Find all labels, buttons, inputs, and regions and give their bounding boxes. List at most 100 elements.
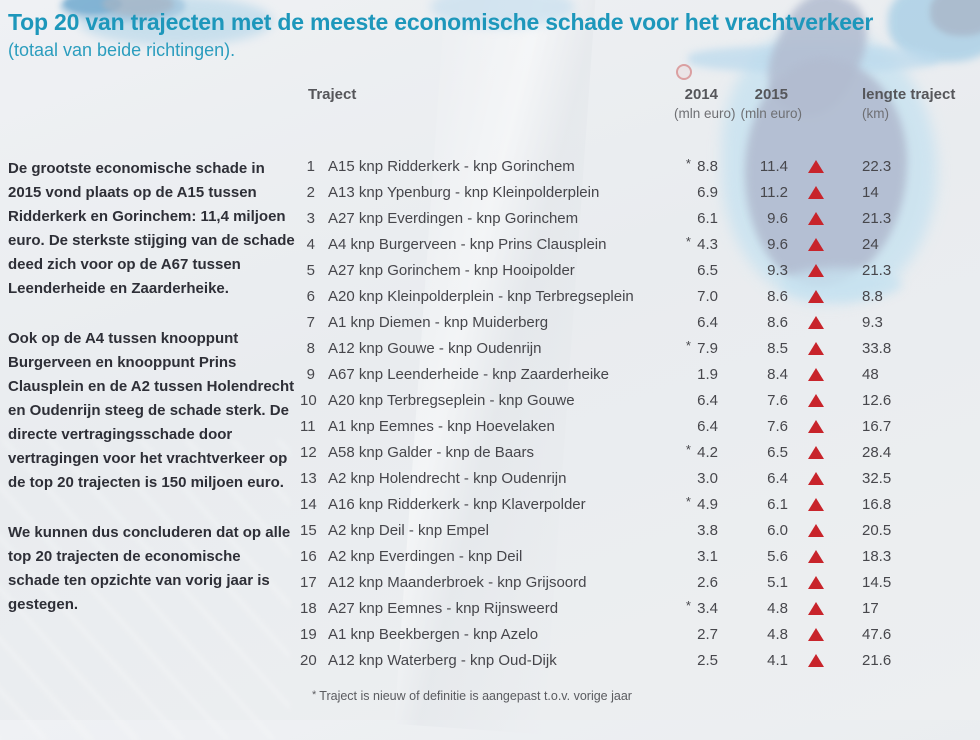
new-route-asterisk: *: [685, 441, 691, 457]
row-length: 14: [862, 183, 879, 201]
row-2015-value: 8.5: [767, 339, 788, 357]
row-2015-value: 8.4: [767, 365, 788, 383]
row-rank: 5: [306, 261, 315, 279]
trend-up-icon: [808, 185, 824, 199]
row-2014-value: 6.4: [697, 417, 718, 435]
table-header-row: Traject 2014 2015 lengte traject: [300, 86, 972, 103]
row-2014-value: * 7.9: [685, 337, 718, 357]
row-trend: [788, 341, 844, 355]
row-rank: 10: [300, 391, 317, 409]
row-trend: [788, 575, 844, 589]
row-2014-value: * 4.3: [685, 233, 718, 253]
row-traject: A27 knp Gorinchem - knp Hooipolder: [328, 261, 575, 279]
table-row: 10 A20 knp Terbregseplein - knp Gouwe 6.4 7…: [300, 387, 972, 413]
row-traject: A2 knp Deil - knp Empel: [328, 521, 489, 539]
new-route-asterisk: *: [685, 233, 691, 249]
row-2015-value: 11.4: [759, 157, 788, 175]
table-row: 11 A1 knp Eemnes - knp Hoevelaken 6.4 7.6 16…: [300, 413, 972, 439]
row-2015-value: 9.3: [767, 261, 788, 279]
row-2014-value: 3.0: [697, 469, 718, 487]
row-trend: [788, 523, 844, 537]
trend-up-icon: [808, 445, 824, 459]
row-length: 33.8: [862, 339, 892, 357]
map-land-shape: [930, 0, 980, 36]
row-trend: [788, 471, 844, 485]
row-2015-value: 5.6: [767, 547, 788, 565]
trend-up-icon: [808, 393, 824, 407]
row-traject: A1 knp Eemnes - knp Hoevelaken: [328, 417, 555, 435]
trend-up-icon: [808, 367, 824, 381]
table-row: 14 A16 knp Ridderkerk - knp Klaverpolder *…: [300, 491, 972, 517]
row-rank: 18: [300, 599, 317, 617]
unit-2015: (mln euro): [740, 106, 802, 121]
row-length: 21.3: [862, 209, 892, 227]
row-length: 28.4: [862, 443, 892, 461]
row-rank: 6: [306, 287, 315, 305]
row-traject: A13 knp Ypenburg - knp Kleinpolderplein: [328, 183, 600, 201]
table-row: 19 A1 knp Beekbergen - knp Azelo 2.7 4.8 47.…: [300, 621, 972, 647]
trend-up-icon: [808, 289, 824, 303]
trend-up-icon: [808, 419, 824, 433]
row-trend: [788, 393, 844, 407]
row-length: 8.8: [862, 287, 883, 305]
row-length: 17: [862, 599, 879, 617]
table-row: 7 A1 knp Diemen - knp Muiderberg 6.4 8.6 9.3: [300, 309, 972, 335]
row-traject: A27 knp Everdingen - knp Gorinchem: [328, 209, 579, 227]
row-2014-value: * 8.8: [685, 155, 718, 175]
row-rank: 1: [306, 157, 315, 175]
footnote-text: Traject is nieuw of definitie is aangepa…: [319, 689, 632, 703]
row-traject: A16 knp Ridderkerk - knp Klaverpolder: [328, 495, 586, 513]
row-rank: 20: [300, 651, 317, 669]
row-rank: 9: [306, 365, 315, 383]
row-trend: [788, 419, 844, 433]
row-2015-value: 6.4: [767, 469, 788, 487]
page-title: Top 20 van trajecten met de meeste econo…: [8, 9, 874, 35]
table-footnote: * Traject is nieuw of definitie is aangep…: [312, 689, 632, 703]
row-trend: [788, 185, 844, 199]
row-rank: 17: [300, 573, 317, 591]
trend-up-icon: [808, 315, 824, 329]
row-traject: A4 knp Burgerveen - knp Prins Clausplein: [328, 235, 607, 253]
row-rank: 19: [300, 625, 317, 643]
column-header-2015: 2015: [754, 86, 788, 103]
row-2015-value: 6.1: [767, 495, 788, 513]
row-2014-value: 2.7: [697, 625, 718, 643]
map-marker-icon: [676, 64, 692, 80]
row-rank: 11: [300, 417, 316, 435]
table-row: 3 A27 knp Everdingen - knp Gorinchem 6.1 9.…: [300, 205, 972, 231]
row-2014-value: * 4.2: [685, 441, 718, 461]
table-row: 9 A67 knp Leenderheide - knp Zaarderheike…: [300, 361, 972, 387]
row-traject: A27 knp Eemnes - knp Rijnsweerd: [328, 599, 559, 617]
trend-up-icon: [808, 523, 824, 537]
row-trend: [788, 497, 844, 511]
trend-up-icon: [808, 601, 824, 615]
row-rank: 13: [300, 469, 317, 487]
trend-up-icon: [808, 211, 824, 225]
row-2014-value: 2.5: [697, 651, 718, 669]
row-2015-value: 7.6: [767, 417, 788, 435]
map-water-shape: [888, 0, 980, 62]
row-length: 12.6: [862, 391, 892, 409]
row-length: 21.6: [862, 651, 892, 669]
commentary-panel: De grootste economische schade in 2015 v…: [8, 157, 296, 643]
row-2015-value: 7.6: [767, 391, 788, 409]
row-2014-value: 7.0: [697, 287, 718, 305]
unit-length: (km): [862, 106, 889, 121]
row-2014-value: 6.4: [697, 313, 718, 331]
commentary-paragraph: We kunnen dus concluderen dat op alle to…: [8, 524, 291, 613]
table-row: 18 A27 knp Eemnes - knp Rijnsweerd * 3.4 4.…: [300, 595, 972, 621]
row-length: 24: [862, 235, 879, 253]
row-2015-value: 8.6: [767, 313, 788, 331]
table-row: 16 A2 knp Everdingen - knp Deil 3.1 5.6 18.3: [300, 543, 972, 569]
row-2014-value: * 4.9: [685, 493, 718, 513]
row-2015-value: 4.8: [767, 625, 788, 643]
commentary-paragraph: Ook op de A4 tussen knooppunt Burgerveen…: [8, 330, 295, 491]
row-2014-value: 6.4: [697, 391, 718, 409]
table-row: 5 A27 knp Gorinchem - knp Hooipolder 6.5 9.…: [300, 257, 972, 283]
new-route-asterisk: *: [685, 337, 691, 353]
row-trend: [788, 601, 844, 615]
row-2015-value: 4.1: [767, 651, 788, 669]
row-2015-value: 9.6: [767, 235, 788, 253]
row-2015-value: 6.5: [767, 443, 788, 461]
table-row: 13 A2 knp Holendrecht - knp Oudenrijn 3.0 6…: [300, 465, 972, 491]
